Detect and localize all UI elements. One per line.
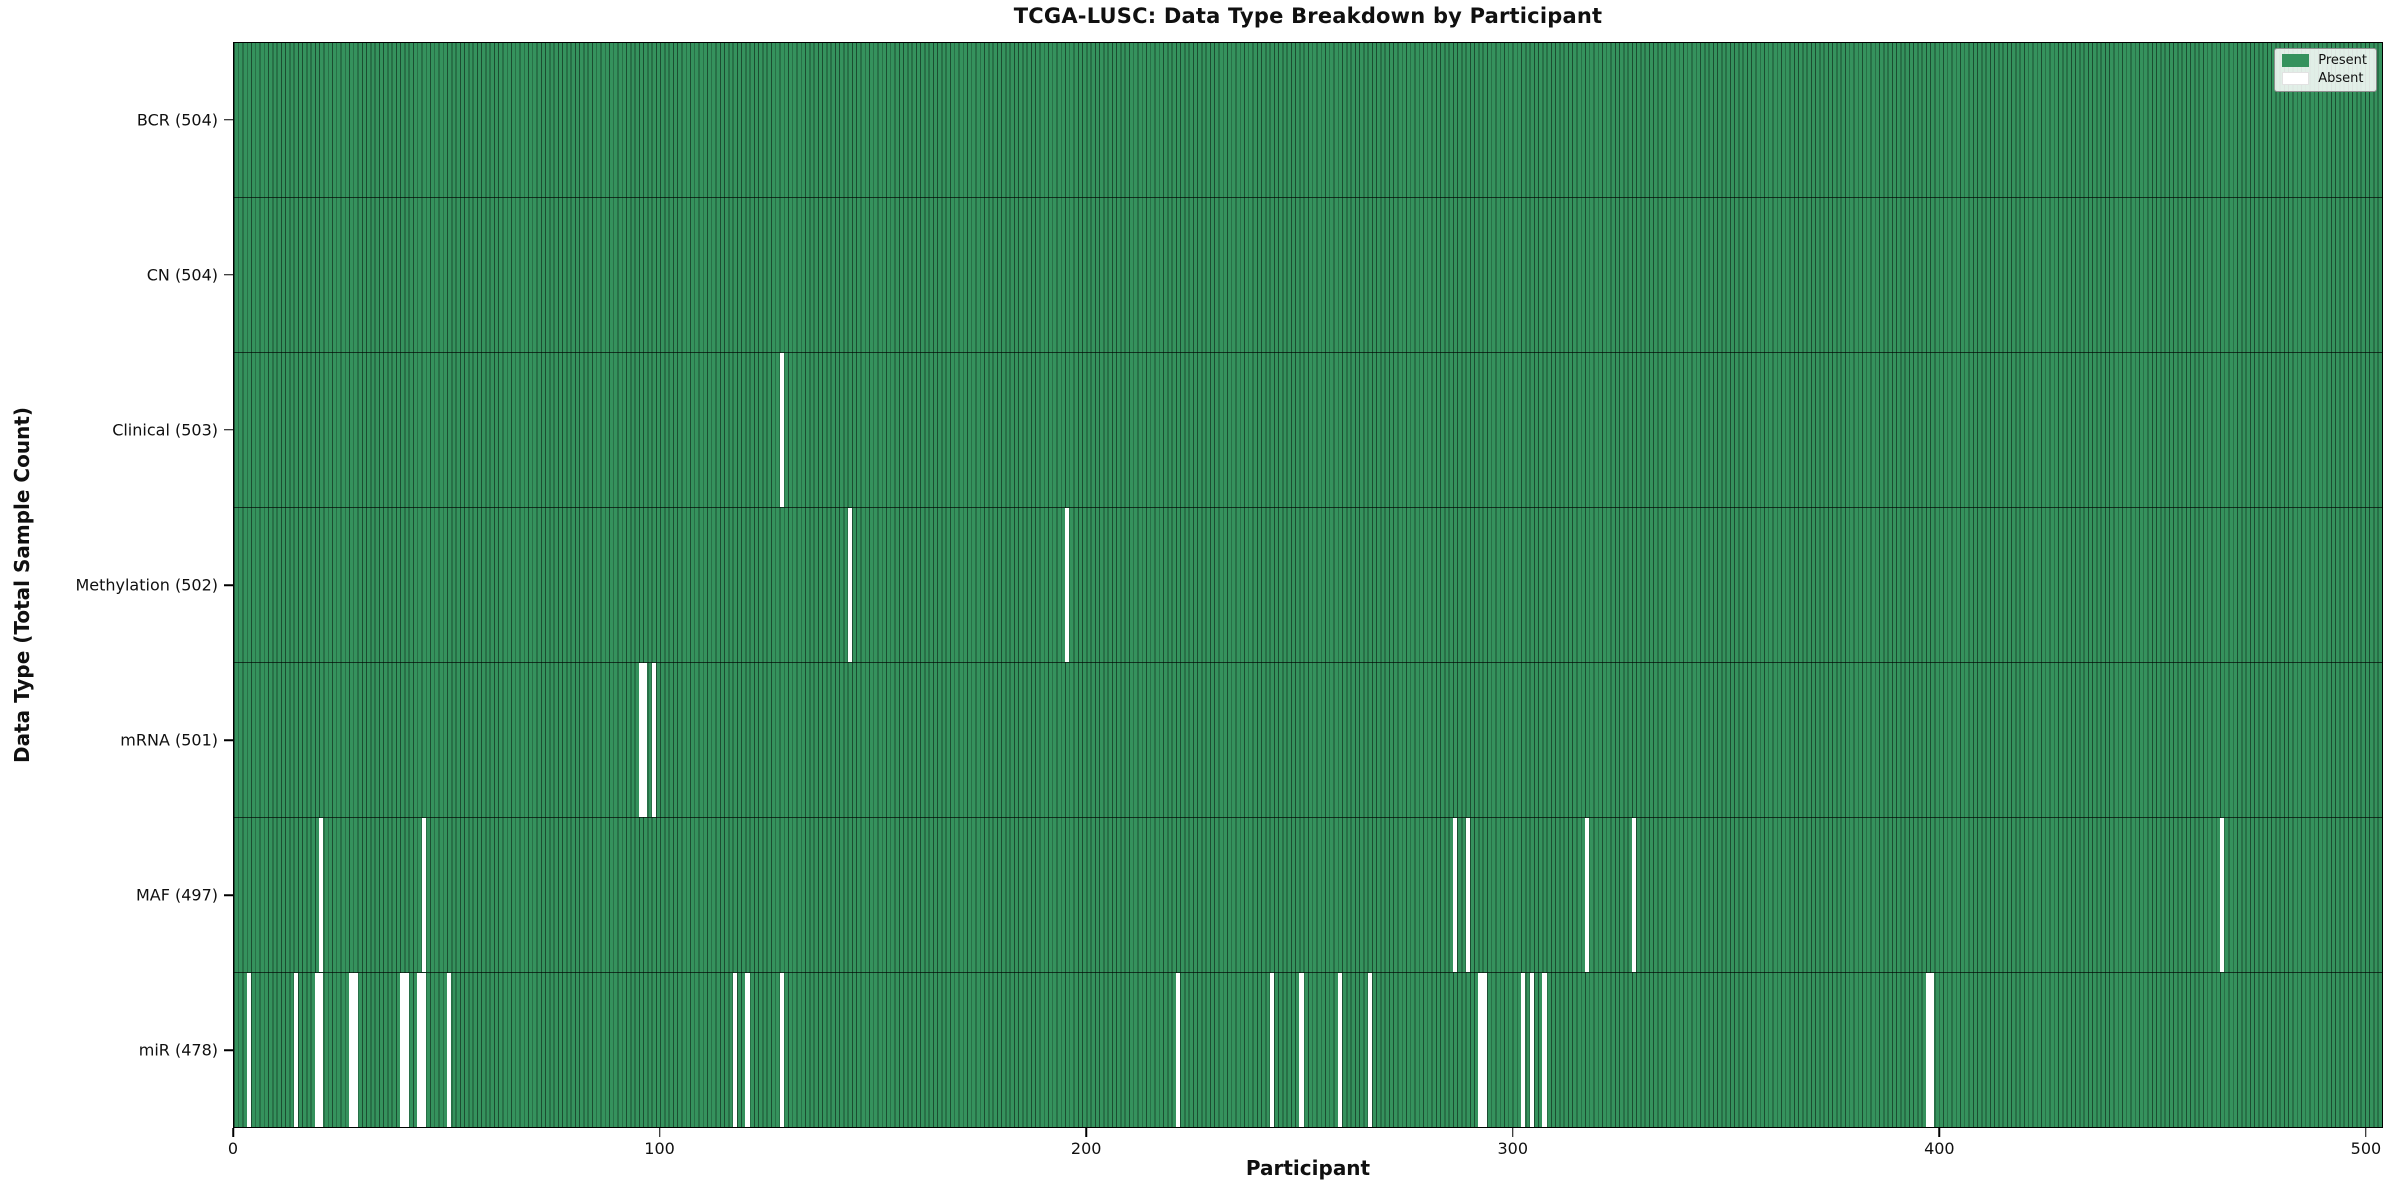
x-tick-mark bbox=[2365, 1128, 2367, 1137]
y-tick-mark bbox=[224, 429, 233, 431]
absent-gap bbox=[1269, 973, 1274, 1127]
absent-gap bbox=[779, 353, 784, 507]
x-tick-label-400: 400 bbox=[1924, 1139, 1955, 1158]
y-tick-mark bbox=[224, 1049, 233, 1052]
absent-swatch-icon bbox=[2282, 72, 2310, 85]
y-tick-label-bcr: BCR (504) bbox=[136, 110, 218, 130]
absent-gap bbox=[779, 973, 784, 1127]
x-tick-mark bbox=[1938, 1128, 1941, 1137]
y-tick-mark bbox=[224, 894, 233, 897]
y-tick-mark bbox=[224, 739, 233, 741]
absent-gap bbox=[1452, 818, 1458, 972]
absent-gap bbox=[1367, 973, 1372, 1127]
heatmap-rows bbox=[234, 43, 2382, 1127]
legend-item-present: Present bbox=[2282, 54, 2367, 67]
absent-gap bbox=[1299, 973, 1304, 1127]
absent-gap bbox=[1337, 973, 1343, 1127]
legend-item-absent: Absent bbox=[2282, 72, 2367, 85]
plot-area: Present Absent bbox=[233, 42, 2383, 1128]
absent-gap bbox=[745, 973, 750, 1127]
absent-gap bbox=[1478, 973, 1483, 1127]
absent-gap bbox=[447, 973, 452, 1127]
x-tick-label-300: 300 bbox=[1497, 1139, 1529, 1158]
x-tick-mark bbox=[658, 1128, 661, 1137]
y-axis: BCR (504) CN (504) Clinical (503) Methylati… bbox=[0, 42, 233, 1128]
absent-gap bbox=[1529, 973, 1534, 1127]
absent-gap bbox=[353, 973, 358, 1127]
absent-gap bbox=[847, 508, 852, 662]
absent-gap bbox=[314, 973, 320, 1127]
x-tick-label-200: 200 bbox=[1070, 1139, 1102, 1158]
absent-gap bbox=[319, 818, 324, 972]
x-tick-mark bbox=[1085, 1128, 1087, 1137]
y-tick-mark bbox=[224, 118, 233, 121]
x-tick-label-500: 500 bbox=[2350, 1139, 2382, 1158]
absent-gap bbox=[319, 973, 324, 1127]
x-tick-mark bbox=[1512, 1128, 1514, 1137]
y-tick-label-cn: CN (504) bbox=[146, 265, 218, 285]
absent-gap bbox=[417, 973, 422, 1127]
absent-gap bbox=[1542, 973, 1547, 1127]
y-tick-label-methylation: Methylation (502) bbox=[75, 575, 218, 595]
absent-gap bbox=[2220, 818, 2225, 972]
x-tick-label-100: 100 bbox=[644, 1139, 675, 1158]
absent-gap bbox=[651, 663, 656, 817]
x-axis: 0 100 200 300 400 500 bbox=[228, 1128, 2383, 1162]
absent-gap bbox=[1930, 973, 1935, 1127]
absent-gap bbox=[246, 973, 252, 1127]
legend-label-present: Present bbox=[2318, 53, 2367, 68]
absent-gap bbox=[1631, 818, 1637, 972]
row-band-bcr bbox=[234, 43, 2382, 197]
absent-gap bbox=[1065, 508, 1070, 662]
row-band-clinical bbox=[234, 352, 2382, 507]
absent-gap bbox=[643, 663, 648, 817]
x-tick-label-0: 0 bbox=[227, 1139, 239, 1158]
absent-gap bbox=[421, 973, 426, 1127]
absent-gap bbox=[349, 973, 354, 1127]
y-tick-label-mir: miR (478) bbox=[138, 1040, 218, 1060]
row-band-mir bbox=[234, 972, 2382, 1127]
absent-gap bbox=[732, 973, 737, 1127]
absent-gap bbox=[293, 973, 298, 1127]
chart-title: TCGA-LUSC: Data Type Breakdown by Partic… bbox=[1013, 4, 1603, 28]
absent-gap bbox=[1521, 973, 1526, 1127]
present-swatch-icon bbox=[2282, 54, 2310, 67]
row-band-mrna bbox=[234, 662, 2382, 817]
absent-gap bbox=[404, 973, 409, 1127]
legend-label-absent: Absent bbox=[2318, 71, 2364, 86]
absent-gap bbox=[400, 973, 405, 1127]
absent-gap bbox=[1925, 973, 1931, 1127]
y-tick-mark bbox=[224, 584, 233, 586]
absent-gap bbox=[1175, 973, 1181, 1127]
absent-gap bbox=[1482, 973, 1487, 1127]
y-tick-mark bbox=[224, 273, 233, 276]
row-band-maf bbox=[234, 817, 2382, 972]
absent-gap bbox=[1585, 818, 1590, 972]
legend: Present Absent bbox=[2274, 48, 2377, 92]
y-tick-label-clinical: Clinical (503) bbox=[112, 420, 218, 440]
absent-gap bbox=[638, 663, 644, 817]
absent-gap bbox=[421, 818, 426, 972]
row-band-methylation bbox=[234, 507, 2382, 662]
x-tick-mark bbox=[232, 1128, 234, 1137]
y-tick-label-maf: MAF (497) bbox=[135, 885, 218, 905]
x-axis-title: Participant bbox=[1245, 1156, 1371, 1180]
y-tick-label-mrna: mRNA (501) bbox=[120, 730, 218, 750]
row-band-cn bbox=[234, 197, 2382, 352]
absent-gap bbox=[1465, 818, 1470, 972]
